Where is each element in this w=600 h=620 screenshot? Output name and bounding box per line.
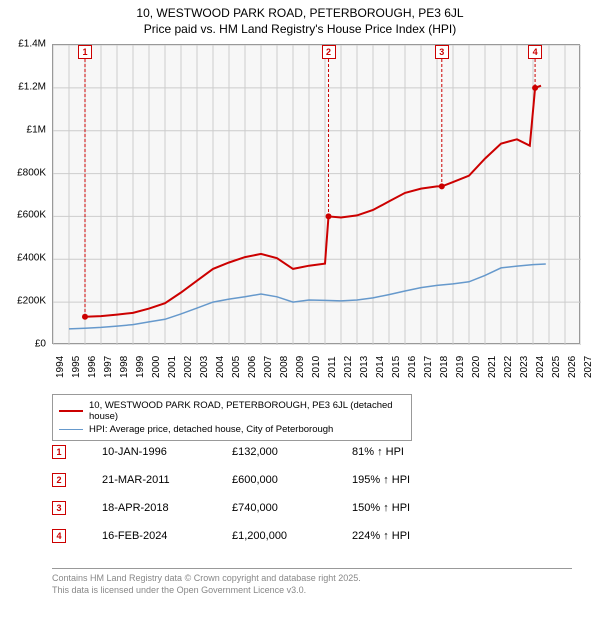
chart-marker-1: 1 xyxy=(78,45,92,59)
x-tick-label: 2016 xyxy=(407,356,418,378)
x-tick-label: 1995 xyxy=(71,356,82,378)
y-tick-label: £800K xyxy=(17,167,46,178)
x-tick-label: 1996 xyxy=(87,356,98,378)
arrow-up-icon: ↑ HPI xyxy=(383,530,410,542)
y-axis-labels: £0£200K£400K£600K£800K£1M£1.2M£1.4M xyxy=(0,44,50,344)
sale-date: 16-FEB-2024 xyxy=(102,530,232,542)
sale-row: 4 16-FEB-2024£1,200,000224% ↑ HPI xyxy=(52,522,572,550)
sale-marker: 1 xyxy=(52,445,66,459)
legend-label: 10, WESTWOOD PARK ROAD, PETERBOROUGH, PE… xyxy=(89,400,405,422)
arrow-up-icon: ↑ HPI xyxy=(383,502,410,514)
chart-marker-4: 4 xyxy=(528,45,542,59)
sale-pct: 224% ↑ HPI xyxy=(352,530,472,542)
x-tick-label: 2012 xyxy=(343,356,354,378)
sale-marker: 3 xyxy=(52,501,66,515)
sale-marker: 4 xyxy=(52,529,66,543)
x-tick-label: 2021 xyxy=(487,356,498,378)
chart-marker-3: 3 xyxy=(435,45,449,59)
sale-row: 1 10-JAN-1996£132,00081% ↑ HPI xyxy=(52,438,572,466)
title-line2: Price paid vs. HM Land Registry's House … xyxy=(0,22,600,38)
x-tick-label: 2000 xyxy=(151,356,162,378)
legend-label: HPI: Average price, detached house, City… xyxy=(89,424,333,435)
x-tick-label: 2006 xyxy=(247,356,258,378)
x-tick-label: 1997 xyxy=(103,356,114,378)
x-tick-label: 2014 xyxy=(375,356,386,378)
x-tick-label: 2001 xyxy=(167,356,178,378)
x-tick-label: 2010 xyxy=(311,356,322,378)
x-tick-label: 2020 xyxy=(471,356,482,378)
sales-table: 1 10-JAN-1996£132,00081% ↑ HPI 2 21-MAR-201… xyxy=(52,438,572,550)
chart-plot: 1 2 3 4 xyxy=(52,44,580,344)
y-tick-label: £600K xyxy=(17,210,46,221)
legend-item: HPI: Average price, detached house, City… xyxy=(59,423,405,436)
chart-marker-2: 2 xyxy=(322,45,336,59)
y-tick-label: £0 xyxy=(35,339,46,350)
x-tick-label: 2017 xyxy=(423,356,434,378)
x-tick-label: 2009 xyxy=(295,356,306,378)
x-axis-labels: 1994 1995 1996 1997 1998 1999 2000 2001 2002 2003… xyxy=(52,348,580,388)
x-tick-label: 2002 xyxy=(183,356,194,378)
sale-price: £600,000 xyxy=(232,474,352,486)
x-tick-label: 2008 xyxy=(279,356,290,378)
y-tick-label: £1.2M xyxy=(18,81,46,92)
x-tick-label: 1999 xyxy=(135,356,146,378)
x-tick-label: 2023 xyxy=(519,356,530,378)
x-tick-label: 2026 xyxy=(567,356,578,378)
sale-date: 21-MAR-2011 xyxy=(102,474,232,486)
sale-price: £132,000 xyxy=(232,446,352,458)
sale-marker: 2 xyxy=(52,473,66,487)
x-tick-label: 2003 xyxy=(199,356,210,378)
legend-swatch xyxy=(59,429,83,431)
y-tick-label: £1.4M xyxy=(18,39,46,50)
footer-line2: This data is licensed under the Open Gov… xyxy=(52,585,572,597)
sale-price: £740,000 xyxy=(232,502,352,514)
arrow-up-icon: ↑ HPI xyxy=(377,446,404,458)
chart-svg xyxy=(53,45,581,345)
x-tick-label: 2013 xyxy=(359,356,370,378)
x-tick-label: 2018 xyxy=(439,356,450,378)
x-tick-label: 2024 xyxy=(535,356,546,378)
sale-row: 3 18-APR-2018£740,000150% ↑ HPI xyxy=(52,494,572,522)
arrow-up-icon: ↑ HPI xyxy=(383,474,410,486)
legend-swatch xyxy=(59,410,83,412)
sale-pct: 81% ↑ HPI xyxy=(352,446,472,458)
title-line1: 10, WESTWOOD PARK ROAD, PETERBOROUGH, PE… xyxy=(0,6,600,22)
sale-price: £1,200,000 xyxy=(232,530,352,542)
x-tick-label: 1998 xyxy=(119,356,130,378)
chart-area: 1 2 3 4 xyxy=(52,44,580,344)
x-tick-label: 2015 xyxy=(391,356,402,378)
x-tick-label: 1994 xyxy=(55,356,66,378)
y-tick-label: £400K xyxy=(17,253,46,264)
sale-pct: 195% ↑ HPI xyxy=(352,474,472,486)
sale-date: 18-APR-2018 xyxy=(102,502,232,514)
x-tick-label: 2007 xyxy=(263,356,274,378)
sale-row: 2 21-MAR-2011£600,000195% ↑ HPI xyxy=(52,466,572,494)
y-tick-label: £1M xyxy=(27,124,46,135)
x-tick-label: 2022 xyxy=(503,356,514,378)
chart-title: 10, WESTWOOD PARK ROAD, PETERBOROUGH, PE… xyxy=(0,0,600,37)
x-tick-label: 2025 xyxy=(551,356,562,378)
x-tick-label: 2027 xyxy=(583,356,594,378)
footer-line1: Contains HM Land Registry data © Crown c… xyxy=(52,573,572,585)
sale-pct: 150% ↑ HPI xyxy=(352,502,472,514)
x-tick-label: 2004 xyxy=(215,356,226,378)
x-tick-label: 2019 xyxy=(455,356,466,378)
x-tick-label: 2011 xyxy=(327,356,338,378)
footer-attribution: Contains HM Land Registry data © Crown c… xyxy=(52,568,572,596)
y-tick-label: £200K xyxy=(17,296,46,307)
x-tick-label: 2005 xyxy=(231,356,242,378)
legend-item: 10, WESTWOOD PARK ROAD, PETERBOROUGH, PE… xyxy=(59,399,405,423)
legend: 10, WESTWOOD PARK ROAD, PETERBOROUGH, PE… xyxy=(52,394,412,441)
sale-date: 10-JAN-1996 xyxy=(102,446,232,458)
